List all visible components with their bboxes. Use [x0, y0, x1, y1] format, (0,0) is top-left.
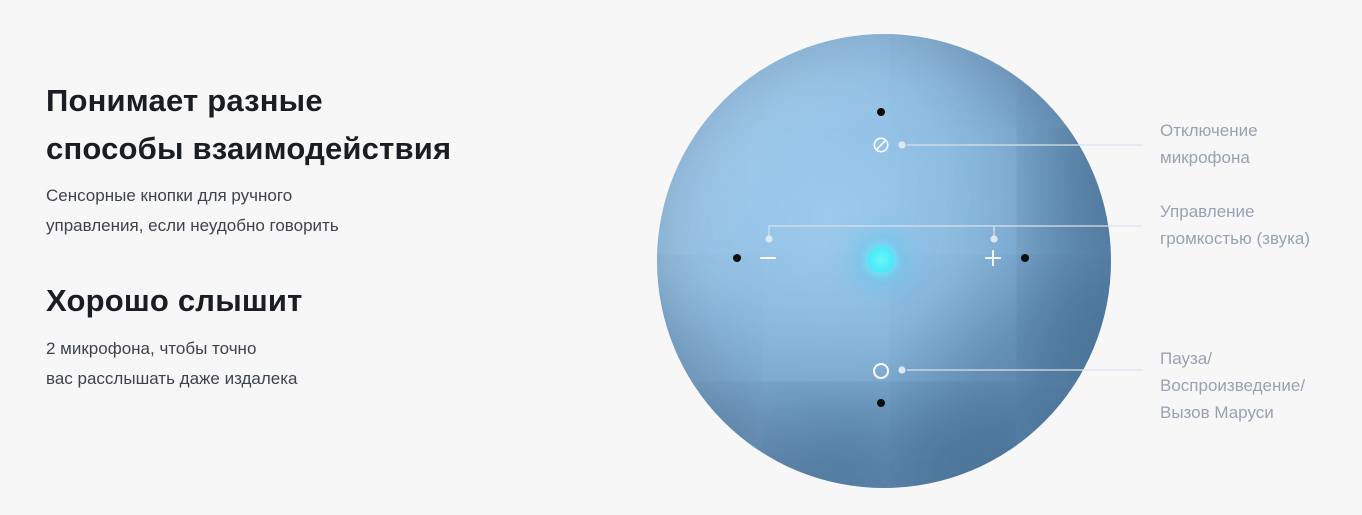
mute-microphone-icon — [872, 136, 890, 159]
mic-hole-dot-bottom — [877, 399, 885, 407]
feature-description-hearing: 2 микрофона, чтобы точно вас расслышать … — [46, 339, 298, 388]
play-pause-call-icon — [873, 363, 889, 379]
hotspot-label-play: Пауза/ Воспроизведение/ Вызов Маруси — [1160, 349, 1306, 422]
feature-title-interaction: Понимает разные способы взаимодействия — [46, 83, 452, 166]
feature-title-hearing: Хорошо слышит — [46, 283, 303, 318]
hotspot-label-volume: Управление громкостью (звука) — [1160, 202, 1311, 248]
mic-hole-dot-top — [877, 108, 885, 116]
feature-description-interaction: Сенсорные кнопки для ручного управления,… — [46, 186, 339, 235]
volume-up-plus-icon — [984, 249, 1002, 271]
hotspot-label-mute: Отключение микрофона — [1160, 121, 1258, 167]
status-glow-dot — [868, 247, 894, 273]
mic-hole-dot-left — [733, 254, 741, 262]
mic-hole-dot-right — [1021, 254, 1029, 262]
volume-down-minus-icon — [760, 250, 776, 271]
